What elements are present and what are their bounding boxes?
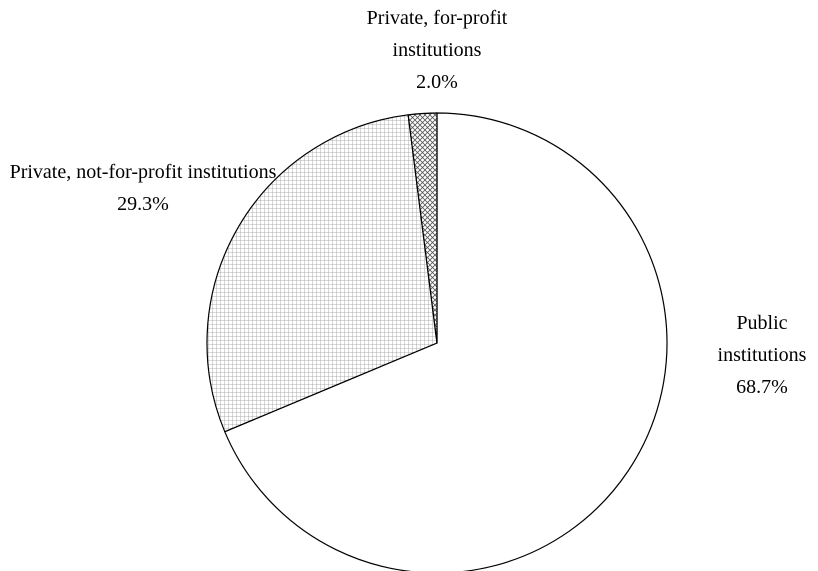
slice-label: Private, for-profit institutions 2.0% — [337, 2, 537, 98]
pie-slice — [223, 112, 668, 571]
pie-slice — [206, 114, 438, 433]
slice-label: Private, not-for-profit institutions 29.3… — [8, 156, 278, 220]
slice-label: Public institutions 68.7% — [697, 307, 818, 403]
category-name: Public institutions — [717, 312, 807, 366]
value-label: 68.7% — [736, 376, 788, 398]
pie-slice — [407, 112, 438, 344]
category-name: Private, for-profit institutions — [366, 7, 508, 61]
value-label: 29.3% — [117, 193, 169, 215]
value-label: 2.0% — [416, 71, 458, 93]
category-name: Private, not-for-profit institutions — [9, 161, 277, 183]
